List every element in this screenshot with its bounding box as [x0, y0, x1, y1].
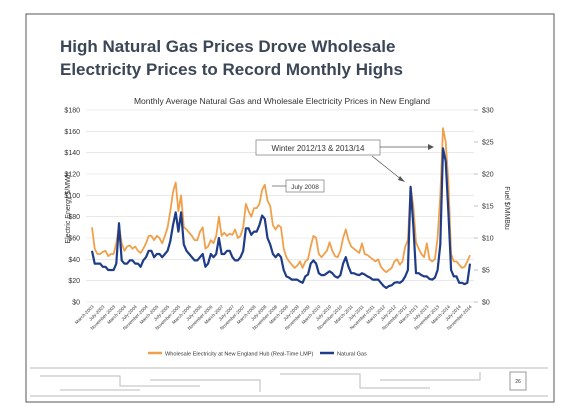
y2-tick-label: $25: [482, 140, 494, 147]
footer-decoration: [30, 367, 548, 397]
y-tick-label: $20: [68, 278, 80, 285]
page-number: 26: [515, 379, 521, 385]
series-line: [91, 127, 471, 274]
y2-tick-label: $10: [482, 236, 494, 243]
y-tick-label: $0: [72, 300, 80, 307]
series-line: [90, 147, 472, 290]
y2-tick-label: $15: [482, 204, 494, 211]
slide-title-1: High Natural Gas Prices Drove Wholesale: [60, 37, 395, 56]
y-tick-label: $100: [64, 193, 80, 200]
y-tick-label: $80: [68, 214, 80, 221]
y-tick-label: $160: [64, 129, 80, 136]
y-axis-label: Electric Energy $/MWh: [65, 172, 72, 243]
y2-tick-label: $0: [482, 300, 490, 307]
slide-title-2: Electricity Prices to Record Monthly Hig…: [60, 60, 403, 79]
annotations: Winter 2012/13 & 2013/14 July 2008: [255, 139, 434, 193]
y2-tick-label: $20: [482, 172, 494, 179]
y-tick-label: $40: [68, 257, 80, 264]
slide-frame: [25, 13, 555, 403]
y2-axis-label: Fuel $/MMBtu: [503, 186, 510, 230]
annotation: July 2008: [291, 184, 319, 191]
y-tick-label: $120: [64, 172, 80, 179]
chart-title: Monthly Average Natural Gas and Wholesal…: [134, 96, 430, 106]
y2-tick-label: $30: [482, 108, 494, 115]
y-tick-label: $180: [64, 108, 80, 115]
legend-label: Natural Gas: [337, 352, 367, 358]
y-tick-label: $60: [68, 236, 80, 243]
y-tick-label: $140: [64, 150, 80, 157]
annotation: Winter 2012/13 & 2013/14: [272, 144, 366, 153]
y2-tick-label: $5: [482, 268, 490, 275]
legend-label: Wholesale Electricity at New England Hub…: [165, 352, 314, 358]
